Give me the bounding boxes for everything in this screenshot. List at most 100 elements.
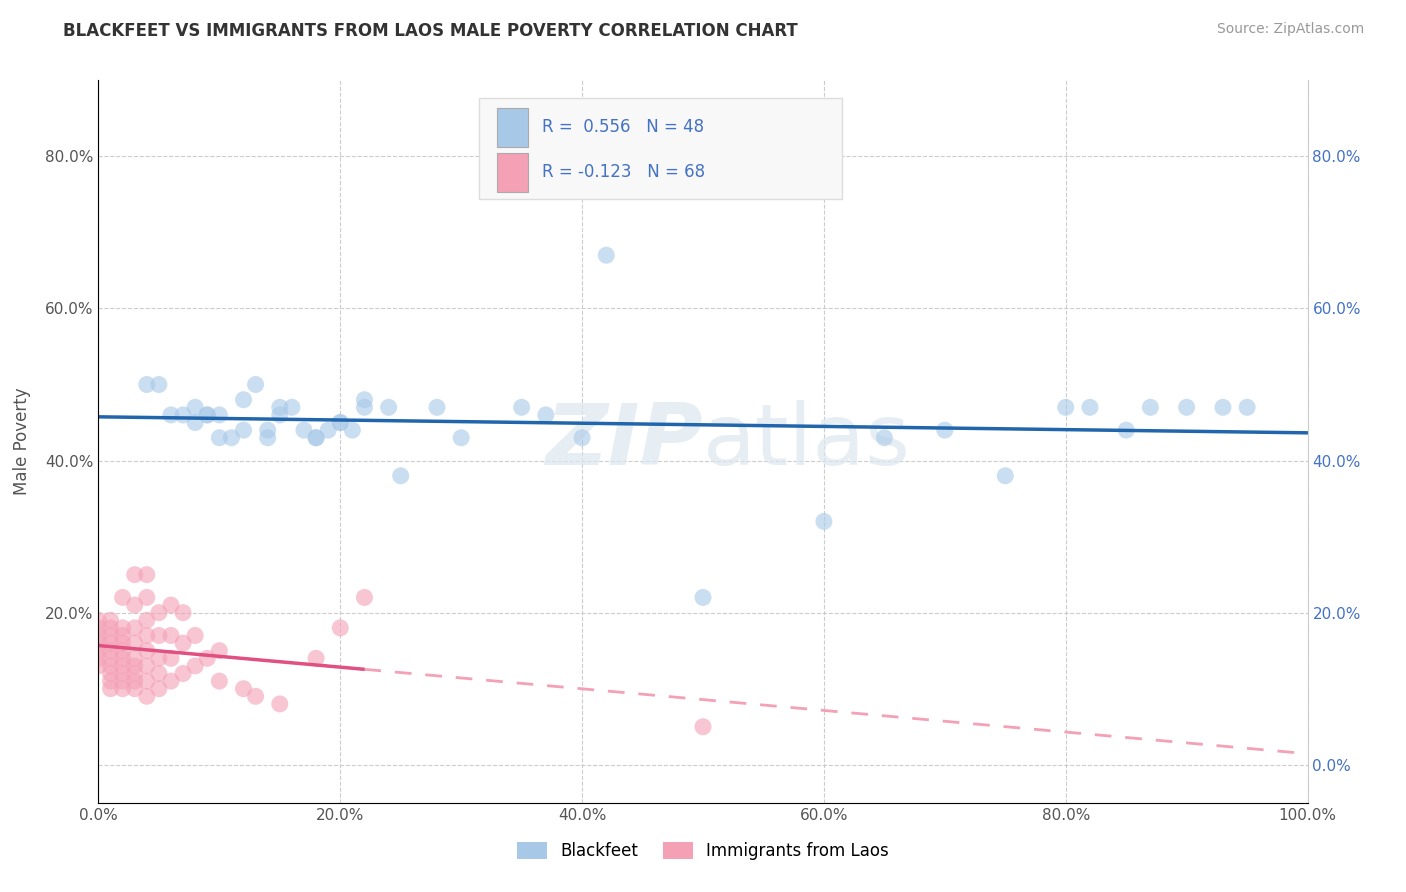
Point <box>813 515 835 529</box>
Point <box>510 401 533 415</box>
Point <box>100 659 122 673</box>
Point <box>111 666 134 681</box>
Point <box>305 431 328 445</box>
Point <box>100 674 122 689</box>
Point <box>208 431 231 445</box>
Point <box>1054 401 1077 415</box>
Point <box>692 591 714 605</box>
Point <box>148 651 170 665</box>
Point <box>269 408 291 422</box>
Point <box>135 674 157 689</box>
Legend: Blackfeet, Immigrants from Laos: Blackfeet, Immigrants from Laos <box>510 835 896 867</box>
Point <box>160 651 183 665</box>
Point <box>221 431 243 445</box>
Point <box>160 598 183 612</box>
Point <box>195 651 218 665</box>
Point <box>994 468 1017 483</box>
Point <box>87 659 110 673</box>
Point <box>124 666 146 681</box>
Point <box>87 613 110 627</box>
Point <box>353 591 375 605</box>
Point <box>111 636 134 650</box>
Point <box>160 674 183 689</box>
Point <box>148 681 170 696</box>
Text: Source: ZipAtlas.com: Source: ZipAtlas.com <box>1216 22 1364 37</box>
Point <box>100 643 122 657</box>
Text: atlas: atlas <box>703 400 911 483</box>
Point <box>111 621 134 635</box>
Point <box>1236 401 1258 415</box>
Point <box>87 643 110 657</box>
Point <box>269 697 291 711</box>
Point <box>111 659 134 673</box>
Point <box>124 636 146 650</box>
Point <box>329 621 352 635</box>
Point <box>87 651 110 665</box>
Point <box>184 628 207 642</box>
Point <box>135 628 157 642</box>
Point <box>342 423 364 437</box>
Point <box>100 681 122 696</box>
Point <box>256 423 278 437</box>
Point <box>1175 401 1198 415</box>
Point <box>269 401 291 415</box>
Point <box>124 598 146 612</box>
Point <box>377 401 399 415</box>
Point <box>208 643 231 657</box>
Point <box>184 659 207 673</box>
Point <box>1139 401 1161 415</box>
Point <box>305 431 328 445</box>
Point <box>135 377 157 392</box>
Text: R =  0.556   N = 48: R = 0.556 N = 48 <box>543 119 704 136</box>
Point <box>245 690 267 704</box>
Point <box>184 401 207 415</box>
Point <box>426 401 449 415</box>
Point <box>100 651 122 665</box>
Point <box>100 621 122 635</box>
Point <box>100 636 122 650</box>
Bar <box>498 108 527 147</box>
Point <box>329 416 352 430</box>
Point <box>124 567 146 582</box>
Point <box>135 643 157 657</box>
Point <box>1212 401 1234 415</box>
Bar <box>479 98 842 200</box>
Point <box>100 628 122 642</box>
Point <box>100 613 122 627</box>
Point <box>172 408 194 422</box>
Point <box>232 681 254 696</box>
Point <box>135 659 157 673</box>
Point <box>305 651 328 665</box>
Point <box>111 628 134 642</box>
Point <box>934 423 956 437</box>
Point <box>292 423 315 437</box>
Point <box>148 666 170 681</box>
Point <box>87 628 110 642</box>
Point <box>135 591 157 605</box>
Point <box>124 674 146 689</box>
Point <box>172 606 194 620</box>
Point <box>534 408 557 422</box>
Point <box>111 643 134 657</box>
Point <box>1078 401 1101 415</box>
Point <box>571 431 593 445</box>
Point <box>873 431 896 445</box>
Point <box>184 416 207 430</box>
Point <box>111 674 134 689</box>
Point <box>160 408 183 422</box>
Point <box>172 666 194 681</box>
Point <box>353 401 375 415</box>
Bar <box>498 153 527 193</box>
Text: R = -0.123   N = 68: R = -0.123 N = 68 <box>543 163 706 181</box>
Point <box>124 621 146 635</box>
Point <box>172 636 194 650</box>
Y-axis label: Male Poverty: Male Poverty <box>13 388 31 495</box>
Point <box>124 659 146 673</box>
Point <box>87 621 110 635</box>
Text: ZIP: ZIP <box>546 400 703 483</box>
Point <box>245 377 267 392</box>
Point <box>195 408 218 422</box>
Point <box>87 636 110 650</box>
Point <box>256 431 278 445</box>
Point <box>160 628 183 642</box>
